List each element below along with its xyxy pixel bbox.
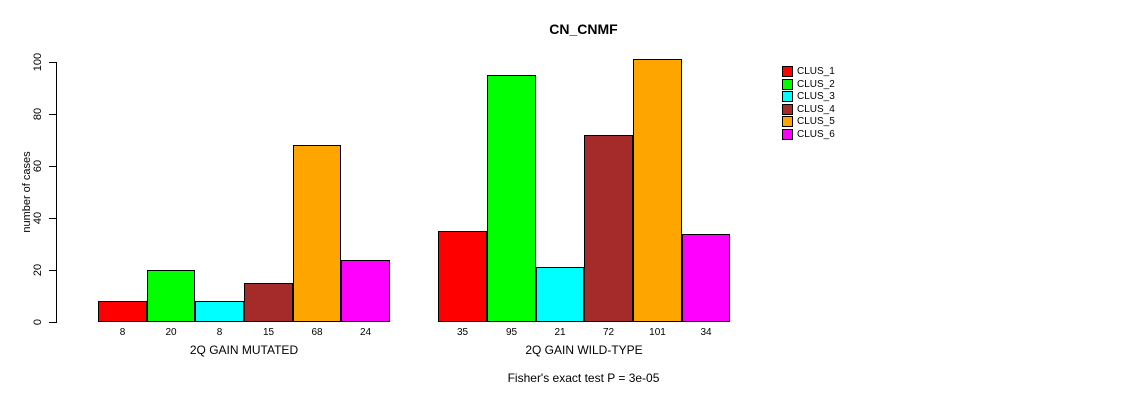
legend-swatch [782,91,793,102]
bar-clus_6-group2 [682,234,730,322]
x-axis-group-label: 2Q GAIN WILD-TYPE [525,343,643,357]
bar-value-label: 15 [262,327,275,338]
y-axis-tick [49,114,57,115]
legend-swatch [782,128,793,140]
bar-clus_3-group1 [195,301,244,322]
legend-item: CLUS_1 [782,66,852,78]
y-axis-tick-label: 20 [32,263,44,277]
bar-clus_3-group2 [536,267,584,322]
legend-item: CLUS_6 [782,128,852,141]
bar-value-label: 24 [359,327,372,338]
y-axis-tick [49,270,57,271]
y-axis-tick-label: 100 [32,52,44,72]
legend-item: CLUS_3 [782,91,852,103]
legend-swatch [782,78,793,90]
bar-value-label: 72 [602,327,615,338]
y-axis-tick-label: 40 [32,211,44,225]
y-axis-line [56,62,57,323]
y-axis-tick-label: 60 [32,159,44,173]
legend-swatch [782,66,793,77]
bar-value-label: 95 [505,327,518,338]
bar-value-label: 20 [165,327,177,338]
bar-clus_2-group1 [147,270,195,322]
bar-value-label: 34 [700,327,712,338]
legend-label: CLUS_6 [797,128,835,140]
legend-item: CLUS_2 [782,78,852,91]
bar-clus_2-group2 [487,75,536,322]
chart-title: CN_CNMF [549,21,618,37]
legend-swatch [782,116,793,127]
legend-label: CLUS_2 [797,78,835,90]
bar-value-label: 35 [456,327,469,338]
legend-item: CLUS_5 [782,116,852,128]
bar-value-label: 101 [649,327,666,338]
legend-label: CLUS_4 [797,103,835,115]
y-axis-tick-label: 80 [32,107,44,121]
y-axis-tick [49,166,57,167]
legend-item: CLUS_4 [782,103,852,116]
legend-swatch [782,103,793,115]
y-axis-tick [49,62,57,63]
bar-clus_4-group2 [584,135,633,322]
bar-clus_1-group1 [98,301,147,322]
bar-clus_5-group2 [633,59,682,322]
y-axis-tick [49,322,57,323]
x-axis-group-label: 2Q GAIN MUTATED [189,343,299,357]
bar-value-label: 68 [311,327,323,338]
y-axis-tick-label: 0 [32,318,44,326]
legend-label: CLUS_3 [797,91,835,102]
legend-label: CLUS_1 [797,66,835,77]
bar-value-label: 21 [554,327,566,338]
annotation-text: Fisher's exact test P = 3e-05 [507,371,660,385]
y-axis-tick [49,218,57,219]
bar-value-label: 8 [119,327,126,338]
legend-label: CLUS_5 [797,116,835,127]
bar-value-label: 8 [216,327,223,338]
bar-clus_1-group2 [438,231,487,322]
bar-clus_4-group1 [244,283,293,322]
bar-clus_5-group1 [293,145,341,322]
bar-clus_6-group1 [341,260,390,322]
